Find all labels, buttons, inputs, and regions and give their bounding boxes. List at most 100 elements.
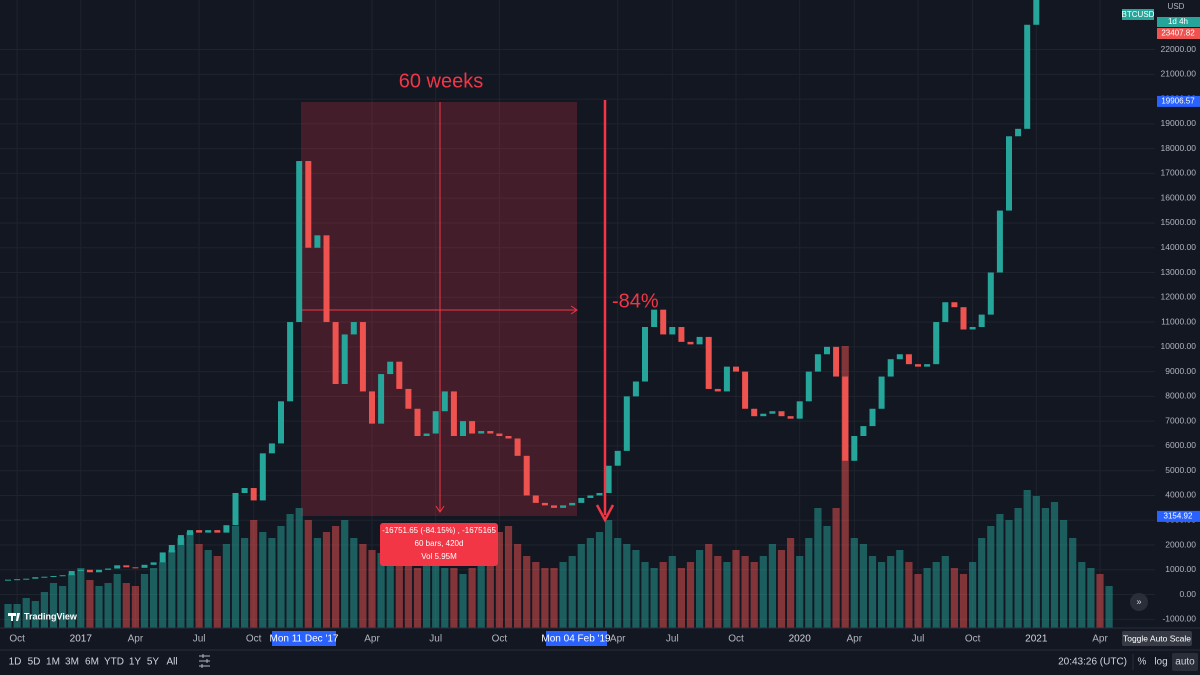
timeframe-button[interactable]: 1Y xyxy=(129,657,142,668)
candle-body xyxy=(232,492,239,526)
y-tick-label: 0.00 xyxy=(1179,589,1196,599)
candle-body xyxy=(678,327,685,342)
candle-body xyxy=(141,564,148,568)
volume-bar xyxy=(550,568,558,628)
x-tick-label: Apr xyxy=(1092,634,1108,645)
brand-logo xyxy=(8,613,20,621)
volume-bar xyxy=(605,520,613,628)
volume-bar xyxy=(1041,508,1049,628)
measure-text: 60 bars, 420d xyxy=(415,539,464,548)
volume-bar xyxy=(987,526,995,628)
volume-bar xyxy=(659,562,667,628)
timeframe-buttons: 1D 5D 1M 3M 6M YTD 1Y 5Y All xyxy=(9,657,178,668)
volume-bar xyxy=(122,583,130,628)
x-tick-label: 2021 xyxy=(1025,634,1048,645)
volume-bar xyxy=(595,532,604,628)
volume-bar xyxy=(896,550,904,628)
candle-body xyxy=(378,374,385,424)
volume-bar xyxy=(395,562,403,628)
clock: 20:43:26 (UTC) xyxy=(1058,657,1127,668)
candle-body xyxy=(205,530,212,533)
volume-bar xyxy=(168,550,176,628)
timeframe-button[interactable]: 5D xyxy=(28,657,41,668)
candle-body xyxy=(660,309,667,335)
volume-bar xyxy=(514,544,522,628)
volume-bar xyxy=(341,520,349,628)
candle-body xyxy=(505,436,512,439)
volume-bar xyxy=(86,580,94,628)
price-axis: -1000.000.001000.002000.003000.004000.00… xyxy=(1157,44,1200,624)
volume-bar xyxy=(268,538,276,628)
candle-body xyxy=(450,391,457,437)
volume-bar xyxy=(222,544,230,628)
volume-bar xyxy=(668,556,676,628)
candle-body xyxy=(751,408,758,417)
candle-body xyxy=(760,413,767,417)
candle-body xyxy=(469,421,476,434)
timeframe-button[interactable]: YTD xyxy=(104,657,124,668)
candle-body xyxy=(77,569,84,572)
candle-body xyxy=(41,576,48,578)
timeframe-button[interactable]: All xyxy=(166,657,177,668)
volume-bar xyxy=(413,568,422,628)
volume-bar xyxy=(295,508,303,628)
candle-body xyxy=(423,433,430,437)
scroll-button[interactable] xyxy=(1130,593,1148,611)
volume-bar xyxy=(77,568,85,628)
candle-body xyxy=(332,322,339,384)
volume-bar xyxy=(923,568,931,628)
candle-body xyxy=(996,210,1003,273)
volume-bar xyxy=(441,568,449,628)
volume-bar xyxy=(468,568,476,628)
range-icon[interactable] xyxy=(199,654,210,668)
volume-bar xyxy=(577,544,585,628)
timeframe-button[interactable]: 1D xyxy=(9,657,22,668)
volume-bar xyxy=(350,538,358,628)
volume-bar xyxy=(313,538,321,628)
auto-button-bg xyxy=(1172,653,1198,671)
x-tick-label: 2020 xyxy=(789,634,812,645)
candle-body xyxy=(460,421,466,437)
measure-arrowheads xyxy=(435,305,578,513)
timeframe-button[interactable]: 3M xyxy=(65,657,79,668)
candle-body xyxy=(924,364,931,367)
volume-bar xyxy=(177,538,185,628)
price-tag-label: 3154.92 xyxy=(1164,512,1193,521)
volume-bar xyxy=(996,514,1004,628)
volume-bar xyxy=(723,562,731,628)
candle-body xyxy=(14,579,21,581)
log-button[interactable]: log xyxy=(1154,657,1167,668)
percent-button[interactable]: % xyxy=(1138,657,1147,668)
x-tick-label: Apr xyxy=(847,634,863,645)
tooltip xyxy=(1122,631,1192,646)
y-tick-label: 2000.00 xyxy=(1165,539,1196,549)
drop-annotation: -84% xyxy=(612,290,659,312)
volume-bar xyxy=(632,550,640,628)
measure-text: Vol 5.95M xyxy=(421,552,457,561)
volume-bar xyxy=(1005,520,1013,628)
timeframe-button[interactable]: 1M xyxy=(46,657,60,668)
volume-bar xyxy=(140,574,149,628)
candle-body xyxy=(915,364,921,367)
candle-body xyxy=(23,578,30,580)
candle-body xyxy=(1024,24,1031,129)
candle-body xyxy=(933,322,940,365)
volume-bar xyxy=(377,553,385,628)
volume-bar xyxy=(131,586,139,628)
volume-bar xyxy=(286,514,294,628)
auto-button[interactable]: auto xyxy=(1175,657,1195,668)
candle-body xyxy=(605,465,612,493)
candle-body xyxy=(769,411,776,414)
volume-bar xyxy=(750,562,758,628)
volume-bar xyxy=(905,562,913,628)
candle-body xyxy=(896,354,903,360)
volume-bar xyxy=(250,520,258,628)
timeframe-button[interactable]: 6M xyxy=(85,657,99,668)
candle-body xyxy=(314,235,321,248)
candle-body xyxy=(951,302,958,308)
volume-bar xyxy=(277,526,285,628)
timeframe-button[interactable]: 5Y xyxy=(147,657,160,668)
volume-bar xyxy=(332,526,340,628)
candle-body xyxy=(723,366,730,392)
candle-body xyxy=(705,336,712,389)
